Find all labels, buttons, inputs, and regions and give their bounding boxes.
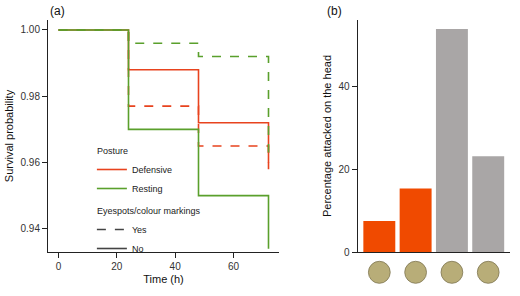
svg-text:Resting: Resting bbox=[132, 184, 163, 194]
svg-text:Survival probability: Survival probability bbox=[3, 89, 15, 182]
svg-text:0: 0 bbox=[344, 247, 350, 258]
svg-text:Percentage attacked on the hea: Percentage attacked on the head bbox=[321, 55, 333, 217]
svg-text:No: No bbox=[132, 244, 144, 254]
svg-text:(a): (a) bbox=[50, 4, 65, 18]
svg-text:40: 40 bbox=[338, 81, 350, 92]
svg-text:(b): (b) bbox=[327, 4, 342, 18]
svg-text:40: 40 bbox=[170, 261, 182, 272]
svg-text:Yes: Yes bbox=[132, 225, 147, 235]
svg-text:60: 60 bbox=[228, 261, 240, 272]
svg-text:20: 20 bbox=[111, 261, 123, 272]
svg-text:Eyespots/colour markings: Eyespots/colour markings bbox=[97, 206, 201, 216]
svg-text:0.98: 0.98 bbox=[21, 91, 41, 102]
svg-text:0: 0 bbox=[56, 261, 62, 272]
svg-text:Posture: Posture bbox=[97, 146, 128, 156]
svg-text:0.96: 0.96 bbox=[21, 157, 41, 168]
svg-text:20: 20 bbox=[338, 164, 350, 175]
svg-text:Defensive: Defensive bbox=[132, 165, 172, 175]
svg-text:Time (h): Time (h) bbox=[143, 273, 184, 285]
svg-text:1.00: 1.00 bbox=[21, 24, 41, 35]
svg-text:0.94: 0.94 bbox=[21, 223, 41, 234]
